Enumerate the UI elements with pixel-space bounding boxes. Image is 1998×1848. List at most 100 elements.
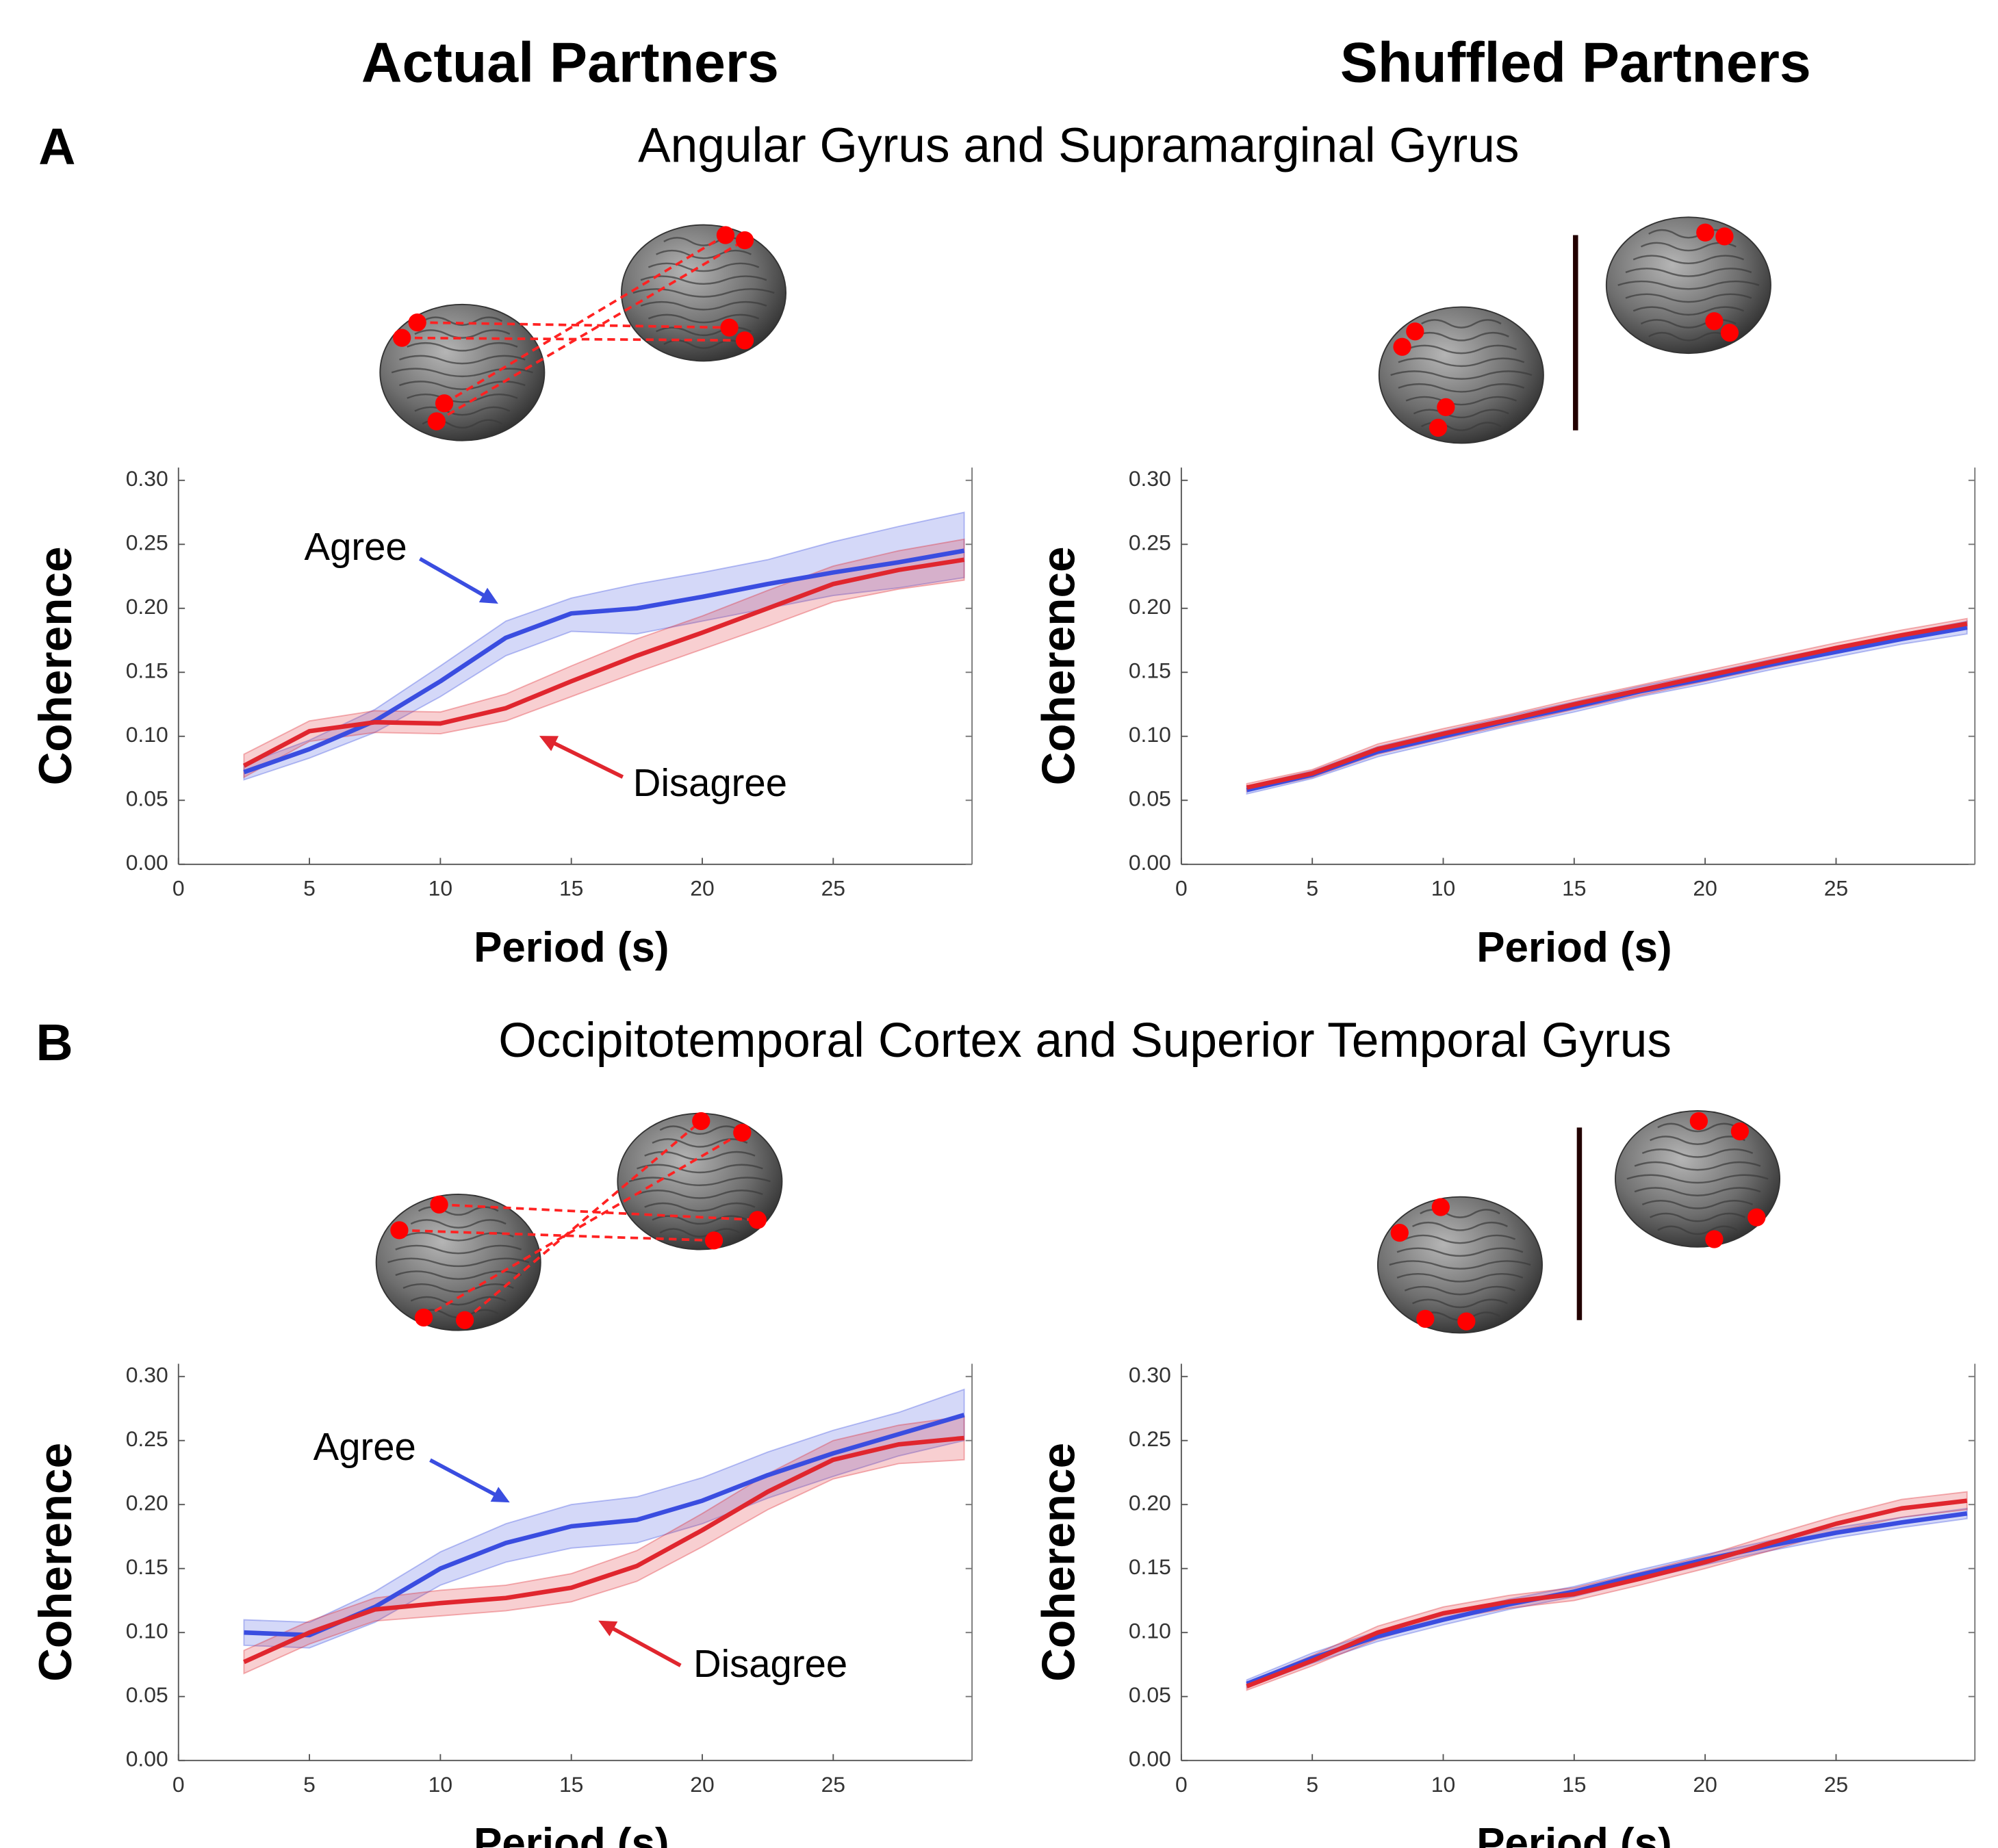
annotation-arrow — [430, 1460, 500, 1498]
x-tick-label: 25 — [1824, 876, 1848, 901]
x-tick-label: 0 — [172, 1772, 185, 1797]
y-tick-label: 0.20 — [1129, 1491, 1171, 1515]
y-axis-label: Coherence — [30, 1443, 81, 1682]
electrode — [692, 1112, 710, 1130]
x-tick-label: 20 — [1693, 1772, 1717, 1797]
x-tick-label: 5 — [303, 876, 316, 901]
x-tick-label: 15 — [559, 1772, 583, 1797]
y-axis-label: Coherence — [1033, 1443, 1084, 1682]
x-tick-label: 10 — [428, 1772, 452, 1797]
x-tick-label: 5 — [1306, 876, 1318, 901]
x-tick-label: 25 — [821, 876, 845, 901]
panel-label: B — [36, 1014, 73, 1071]
y-tick-label: 0.00 — [1129, 1747, 1171, 1771]
annotation-arrow — [607, 1626, 680, 1665]
y-tick-label: 0.30 — [1129, 1363, 1171, 1387]
series-line — [1247, 1513, 1967, 1684]
electrode — [1747, 1209, 1765, 1227]
electrode — [1731, 1122, 1749, 1140]
electrode — [1690, 1112, 1708, 1130]
electrode — [749, 1211, 767, 1229]
brain-illustration — [617, 1114, 782, 1250]
x-axis-label: Period (s) — [474, 1820, 669, 1848]
y-tick-label: 0.00 — [1129, 850, 1171, 875]
panel-title: Occipitotemporal Cortex and Superior Tem… — [498, 1013, 1672, 1068]
electrode — [717, 226, 734, 244]
electrode — [430, 1196, 448, 1214]
panel-title: Angular Gyrus and Supramarginal Gyrus — [638, 118, 1519, 173]
y-tick-label: 0.20 — [126, 1491, 168, 1515]
annotation: Agree — [305, 525, 407, 568]
y-tick-label: 0.20 — [126, 594, 168, 619]
electrode — [1437, 398, 1455, 416]
electrode — [1705, 1230, 1723, 1248]
x-axis-label: Period (s) — [1476, 924, 1672, 971]
electrode — [733, 1124, 751, 1142]
y-tick-label: 0.15 — [126, 658, 168, 683]
electrode — [1416, 1310, 1434, 1328]
y-tick-label: 0.05 — [1129, 1682, 1171, 1707]
x-tick-label: 5 — [1306, 1772, 1318, 1797]
electrode — [1432, 1198, 1450, 1216]
brain-illustration — [1606, 217, 1771, 353]
electrode — [1429, 419, 1447, 437]
x-tick-label: 10 — [428, 876, 452, 901]
electrode — [1406, 322, 1424, 340]
electrode — [720, 318, 738, 336]
electrode — [428, 412, 446, 430]
y-tick-label: 0.30 — [126, 466, 168, 491]
electrode — [415, 1309, 433, 1326]
electrode — [1393, 338, 1411, 356]
y-tick-label: 0.10 — [1129, 722, 1171, 747]
x-tick-label: 15 — [559, 876, 583, 901]
x-tick-label: 10 — [1431, 876, 1455, 901]
electrode — [736, 331, 754, 349]
y-tick-label: 0.25 — [1129, 530, 1171, 555]
y-axis-label: Coherence — [1033, 546, 1084, 785]
annotation-arrow — [420, 559, 489, 598]
y-tick-label: 0.25 — [1129, 1426, 1171, 1451]
brain-illustration — [1615, 1111, 1780, 1247]
figure: Actual Partners Shuffled Partners A Angu… — [0, 0, 1998, 1848]
y-axis-label: Coherence — [30, 546, 81, 785]
brain-illustration — [1378, 1197, 1542, 1333]
x-tick-label: 20 — [1693, 876, 1717, 901]
electrode — [736, 231, 754, 249]
electrode — [1391, 1224, 1409, 1242]
brain-illustration — [1379, 307, 1544, 444]
y-tick-label: 0.00 — [126, 1747, 168, 1771]
confidence-band — [1247, 1492, 1967, 1691]
annotation: Agree — [313, 1425, 416, 1468]
electrode — [409, 313, 426, 331]
annotation: Disagree — [633, 761, 787, 804]
x-tick-label: 0 — [1175, 1772, 1188, 1797]
y-tick-label: 0.05 — [126, 786, 168, 811]
x-tick-label: 25 — [1824, 1772, 1848, 1797]
x-tick-label: 0 — [172, 876, 185, 901]
x-tick-label: 25 — [821, 1772, 845, 1797]
electrode — [456, 1311, 474, 1329]
y-tick-label: 0.15 — [126, 1554, 168, 1579]
x-tick-label: 15 — [1562, 876, 1586, 901]
y-tick-label: 0.25 — [126, 1426, 168, 1451]
electrode — [1457, 1312, 1475, 1330]
x-tick-label: 20 — [690, 1772, 714, 1797]
brain-illustration — [376, 1194, 541, 1331]
y-tick-label: 0.10 — [126, 722, 168, 747]
x-tick-label: 20 — [690, 876, 714, 901]
y-tick-label: 0.05 — [1129, 786, 1171, 811]
x-tick-label: 10 — [1431, 1772, 1455, 1797]
electrode — [1721, 324, 1739, 342]
annotation: Disagree — [693, 1642, 847, 1685]
x-axis-label: Period (s) — [1476, 1820, 1672, 1848]
electrode — [1715, 227, 1733, 245]
x-tick-label: 0 — [1175, 876, 1188, 901]
column-title: Actual Partners — [361, 31, 779, 94]
annotation-arrow — [548, 741, 622, 777]
y-tick-label: 0.10 — [126, 1619, 168, 1643]
x-axis-label: Period (s) — [474, 924, 669, 971]
electrode — [705, 1231, 723, 1249]
confidence-band — [1247, 1509, 1967, 1688]
x-tick-label: 15 — [1562, 1772, 1586, 1797]
y-tick-label: 0.30 — [126, 1363, 168, 1387]
